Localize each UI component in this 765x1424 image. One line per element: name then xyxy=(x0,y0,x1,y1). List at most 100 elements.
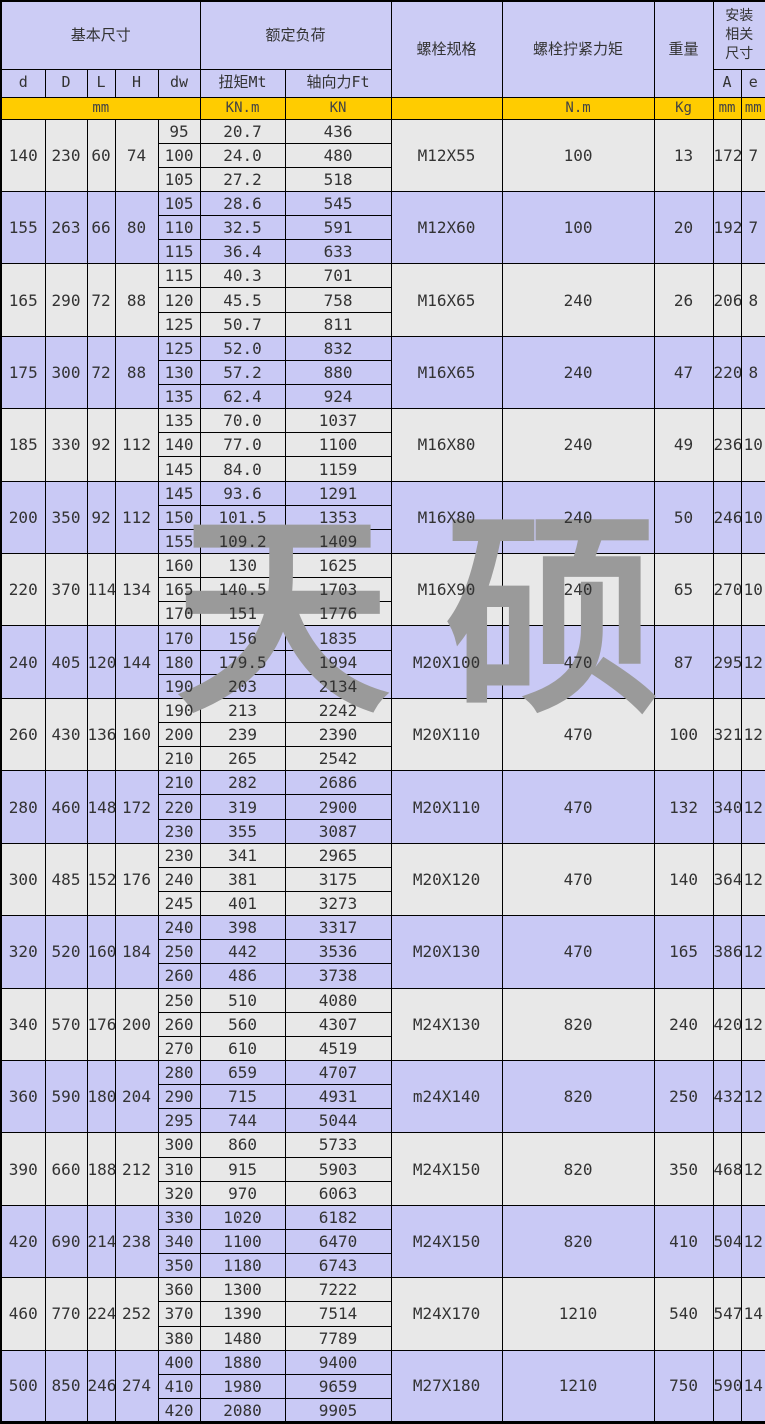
cell-torque-mt: 24.0 xyxy=(199,142,286,168)
cell-L: 92 xyxy=(86,408,116,482)
cell-weight-value: 65 xyxy=(673,580,694,600)
cell-dw: 105 xyxy=(157,190,201,217)
cell-axial-ft: 1100 xyxy=(284,432,392,458)
cell-torque-mt-value: 40.3 xyxy=(223,266,262,286)
table-row: 175 300 72 88 125 52.0 832 M16X65 240 47 220 8 xyxy=(0,335,765,410)
cell-A-value: 172 xyxy=(713,145,742,165)
cell-D: 370 xyxy=(44,553,88,627)
cell-torque-mt: 970 xyxy=(199,1180,286,1206)
cell-torque-mt-value: 36.4 xyxy=(223,242,262,262)
table-header: 基本尺寸 额定负荷 螺栓规格 螺栓拧紧力矩 重量 安装相关尺寸 d D L H … xyxy=(0,0,765,120)
cell-torque-mt-value: 398 xyxy=(228,918,257,938)
cell-axial-ft-value: 1100 xyxy=(318,435,358,455)
header-col-A: A xyxy=(712,68,742,98)
cell-A: 192 xyxy=(712,190,742,265)
cell-torque-mt: 381 xyxy=(199,866,286,893)
cell-axial-ft-value: 2242 xyxy=(318,700,358,720)
cell-L-value: 246 xyxy=(87,1376,115,1396)
cell-axial-ft-value: 480 xyxy=(323,145,353,165)
cell-torque-mt-value: 50.7 xyxy=(223,314,262,334)
table-row: 260 430 136 160 190 213 2242 M20X110 470 100 321 12 xyxy=(0,697,765,772)
cell-axial-ft: 1159 xyxy=(284,456,392,482)
cell-bolt-torque-value: 240 xyxy=(563,580,593,600)
cell-H: 144 xyxy=(114,625,159,699)
table-row: 340 570 176 200 250 510 4080 M24X130 820 240 420 12 xyxy=(0,987,765,1061)
cell-dw-value: 145 xyxy=(164,459,194,479)
cell-e: 8 xyxy=(740,263,765,337)
cell-bolt-spec-value: M20X130 xyxy=(412,942,481,962)
cell-torque-mt: 442 xyxy=(199,939,286,965)
cell-torque-mt: 52.0 xyxy=(199,335,286,361)
cell-torque-mt: 40.3 xyxy=(199,263,286,289)
cell-torque-mt-value: 970 xyxy=(228,1183,257,1203)
cell-e: 14 xyxy=(740,1277,765,1351)
cell-dw-value: 150 xyxy=(164,507,194,527)
cell-bolt-torque-value: 470 xyxy=(563,797,593,817)
table-row: 155 263 66 80 105 28.6 545 M12X60 100 20 192 7 xyxy=(0,190,765,265)
cell-D: 405 xyxy=(44,625,88,699)
table-row: 100 24.0 480 xyxy=(1,142,765,168)
cell-dw: 125 xyxy=(157,311,201,337)
unit-a-mm: mm xyxy=(712,96,742,120)
cell-dw-value: 295 xyxy=(164,1111,194,1131)
table-row: 125 50.7 811 xyxy=(1,311,765,337)
cell-bolt-torque-value: 240 xyxy=(563,290,593,310)
cell-L-value: 66 xyxy=(91,218,111,238)
cell-bolt-torque: 470 xyxy=(501,842,655,917)
cell-torque-mt-value: 28.6 xyxy=(223,193,262,213)
cell-torque-mt-value: 213 xyxy=(228,700,257,720)
cell-dw-value: 320 xyxy=(164,1183,194,1203)
cell-d-value: 300 xyxy=(8,869,38,889)
cell-e: 12 xyxy=(740,842,765,917)
cell-dw: 170 xyxy=(157,625,201,651)
cell-torque-mt: 915 xyxy=(199,1156,286,1182)
cell-axial-ft-value: 1994 xyxy=(318,652,358,672)
cell-dw-value: 200 xyxy=(164,725,194,745)
cell-bolt-torque-value: 820 xyxy=(563,1159,593,1179)
cell-axial-ft: 1776 xyxy=(284,601,392,627)
cell-axial-ft: 1703 xyxy=(284,577,392,603)
cell-weight: 87 xyxy=(653,625,714,699)
cell-axial-ft: 6182 xyxy=(284,1204,392,1230)
cell-A-value: 270 xyxy=(713,580,742,600)
cell-bolt-spec: M24X170 xyxy=(390,1277,503,1351)
cell-axial-ft: 5733 xyxy=(284,1132,392,1158)
cell-axial-ft: 3273 xyxy=(284,890,392,917)
cell-L: 66 xyxy=(86,190,116,265)
cell-weight-value: 87 xyxy=(673,652,694,672)
cell-weight-value: 13 xyxy=(673,145,694,165)
cell-axial-ft: 2542 xyxy=(284,746,392,772)
cell-torque-mt-value: 93.6 xyxy=(223,483,262,503)
cell-torque-mt: 239 xyxy=(199,722,286,748)
cell-torque-mt-value: 2080 xyxy=(223,1400,262,1420)
cell-H-value: 74 xyxy=(126,145,147,165)
cell-torque-mt: 282 xyxy=(199,770,286,796)
cell-torque-mt: 156 xyxy=(199,625,286,651)
cell-d: 340 xyxy=(0,987,46,1061)
table-row: 165 290 72 88 115 40.3 701 M16X65 240 26 206 8 xyxy=(0,263,765,337)
cell-torque-mt-value: 282 xyxy=(228,773,257,793)
cell-D-value: 230 xyxy=(51,145,81,165)
cell-H: 212 xyxy=(114,1132,159,1206)
cell-torque-mt-value: 45.5 xyxy=(223,290,262,310)
cell-H-value: 134 xyxy=(122,580,151,600)
cell-weight: 65 xyxy=(653,553,714,627)
unit-bolt-blank xyxy=(390,96,503,120)
cell-dw: 230 xyxy=(157,842,201,868)
cell-dw: 210 xyxy=(157,770,201,796)
cell-A-value: 420 xyxy=(713,1014,742,1034)
cell-axial-ft: 1625 xyxy=(284,553,392,579)
cell-e: 14 xyxy=(740,1349,765,1424)
cell-torque-mt-value: 84.0 xyxy=(223,459,262,479)
cell-torque-mt: 62.4 xyxy=(199,384,286,410)
cell-bolt-spec: M12X60 xyxy=(390,190,503,265)
cell-L-value: 160 xyxy=(87,942,115,962)
cell-d-value: 165 xyxy=(8,290,38,310)
cell-weight: 540 xyxy=(653,1277,714,1351)
cell-axial-ft: 518 xyxy=(284,166,392,192)
cell-axial-ft-value: 633 xyxy=(323,242,353,262)
table-row: 165 140.5 1703 xyxy=(1,577,765,603)
cell-axial-ft: 7789 xyxy=(284,1325,392,1351)
cell-A: 321 xyxy=(712,697,742,772)
cell-e: 7 xyxy=(740,118,765,192)
